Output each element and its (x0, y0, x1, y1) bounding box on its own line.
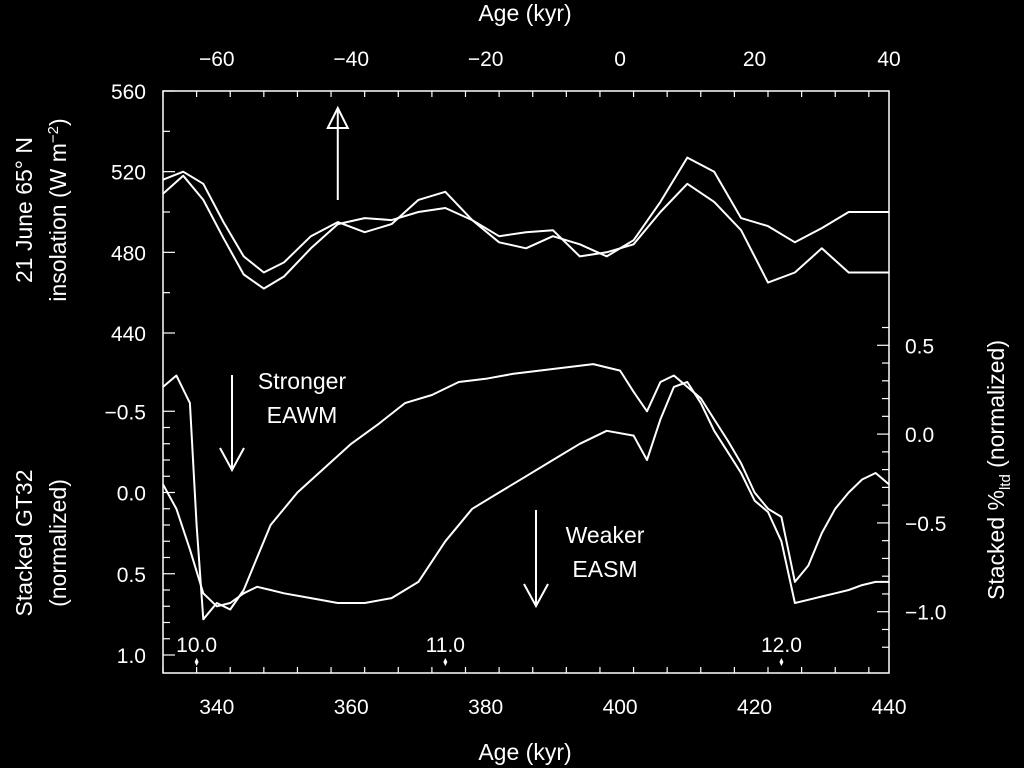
insolation-series-line (162, 156, 889, 274)
top-axis-tick-label: −60 (199, 48, 235, 71)
bottom-axis-tick-label: 380 (468, 696, 503, 719)
gt32-axis-title-line1: Stacked GT32 (11, 469, 37, 616)
top-x-axis-title: Age (kyr) (478, 0, 571, 26)
up-arrow-head (326, 105, 350, 129)
gt32-axis-tick-label: 0.0 (117, 483, 146, 506)
weaker-arrow-head (523, 583, 549, 609)
bottom-axis-tick-label: 440 (871, 696, 906, 719)
gt32-series-line (162, 381, 889, 608)
top-axis-tick-label: 40 (877, 48, 900, 71)
insolation-axis-title-close: ) (45, 118, 71, 126)
ltd-axis-title-pre: Stacked % (983, 490, 1009, 600)
bottom-axis-tick-label: 400 (603, 696, 638, 719)
insolation-axis-tick-label: 560 (111, 81, 146, 104)
ltd-axis-title: Stacked %ltd (normalized) (983, 340, 1014, 600)
annotation-stronger-line2: EAWM (267, 402, 338, 428)
event-marker-label: 12.0 (761, 634, 802, 657)
annotation-weaker-line2: EASM (572, 556, 637, 582)
ltd-axis-tick-label: 0.5 (905, 335, 934, 358)
gt32-axis-tick-label: −0.5 (105, 401, 146, 424)
insolation-axis-title-line1: 21 June 65° N (11, 137, 37, 283)
series-layer (162, 156, 890, 621)
event-marker-diamond (443, 658, 448, 666)
event-marker-diamond (779, 658, 784, 666)
stronger-arrow-head (219, 447, 245, 473)
gt32-series-line (162, 363, 890, 621)
gt32-axis-tick-label: 1.0 (117, 645, 146, 668)
bottom-axis-tick-label: 360 (334, 696, 369, 719)
ltd-axis-tick-label: −0.5 (905, 513, 946, 536)
top-axis-tick-label: −20 (468, 48, 504, 71)
ltd-axis-tick-label: −1.0 (905, 602, 946, 625)
event-marker-label: 11.0 (426, 634, 465, 657)
annotation-weaker-line1: Weaker (566, 522, 645, 548)
bottom-axis-tick-label: 340 (199, 696, 234, 719)
insolation-axis-tick-label: 520 (111, 162, 146, 185)
axes-layer: 340 360 380 400 420 440 −60 −40 −20 0 20 40 440 480 52… (105, 48, 947, 719)
ltd-axis-title-post: (normalized) (983, 340, 1009, 474)
labels-layer: Age (kyr) Age (kyr) 21 June 65° N insola… (11, 0, 1014, 765)
event-marker-diamond (194, 658, 199, 666)
gt32-axis-title-line2: (normalized) (45, 479, 71, 607)
insolation-axis-tick-label: 480 (111, 242, 146, 265)
annotation-stronger-line1: Stronger (258, 368, 347, 394)
event-marker-label: 10.0 (176, 634, 217, 657)
ltd-axis-tick-label: 0.0 (905, 424, 934, 447)
plot-frame (162, 90, 890, 674)
insolation-axis-title-sup: −2 (45, 126, 62, 143)
insolation-series-line (162, 174, 889, 290)
top-axis-tick-label: 20 (743, 48, 766, 71)
top-axis-tick-label: 0 (614, 48, 626, 71)
insolation-axis-title-line2: insolation (W m−2) (45, 118, 71, 301)
insolation-axis-title-main: insolation (W m (45, 143, 71, 301)
gt32-axis-tick-label: 0.5 (117, 564, 146, 587)
top-axis-tick-label: −40 (333, 48, 369, 71)
ltd-axis-title-sub: ltd (997, 474, 1014, 490)
bottom-axis-tick-label: 420 (737, 696, 772, 719)
bottom-x-axis-title: Age (kyr) (478, 739, 571, 765)
insolation-axis-tick-label: 440 (111, 323, 146, 346)
